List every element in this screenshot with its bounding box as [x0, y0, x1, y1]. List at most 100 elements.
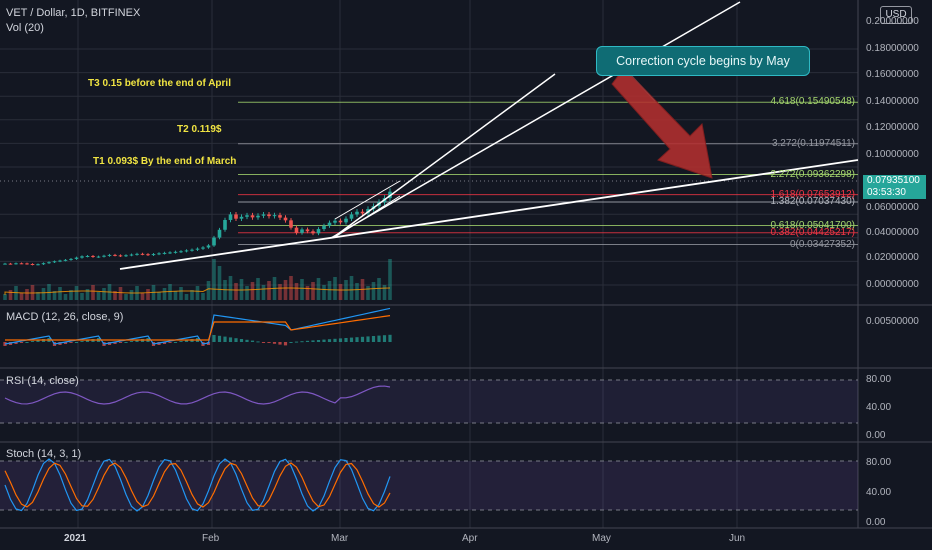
macd-histogram-bar	[349, 337, 354, 342]
candle-body	[294, 227, 299, 233]
candle-body	[63, 259, 68, 261]
rsi-tick: 40.00	[866, 402, 892, 413]
candle-body	[168, 252, 172, 254]
candle-body	[69, 258, 73, 260]
volume-bar	[333, 277, 337, 300]
candle-body	[58, 260, 62, 262]
macd-histogram-bar	[377, 335, 381, 342]
volume-ma	[4, 287, 391, 295]
fib-label: 1.382(0.07037430)	[770, 195, 855, 207]
volume-bar	[201, 293, 205, 300]
candle-body	[223, 219, 227, 230]
volume-bar	[91, 285, 95, 300]
volume-bar	[162, 288, 167, 300]
support-trendline	[119, 159, 859, 270]
stoch-tick: 40.00	[866, 487, 892, 498]
volume-bar	[102, 288, 106, 300]
rsi-pane	[0, 379, 858, 424]
macd-histogram-bar	[355, 337, 359, 342]
candle-body	[344, 218, 348, 223]
volume-bar	[190, 290, 194, 300]
candle-body	[146, 254, 150, 256]
candle-body	[311, 231, 315, 234]
candle-body	[36, 264, 40, 266]
macd-histogram-bar	[388, 334, 392, 342]
candle-body	[19, 263, 24, 265]
stoch-band	[0, 461, 858, 510]
candle-body	[151, 254, 156, 256]
macd-histogram-bar	[360, 336, 365, 342]
volume-bar	[19, 293, 24, 300]
volume-bar	[184, 294, 189, 300]
fib-label: 1.618(0.07653912)	[770, 188, 855, 200]
macd-histogram-bar	[333, 338, 337, 342]
macd-histogram-bar	[228, 337, 233, 342]
signal-line	[5, 315, 391, 341]
candle-body	[113, 254, 117, 256]
macd-histogram-bar	[267, 342, 271, 343]
time-tick: Apr	[462, 533, 478, 544]
macd-histogram-bar	[366, 336, 370, 342]
macd-pane	[3, 307, 392, 346]
macd-histogram-bar	[278, 342, 282, 345]
volume-bar	[355, 283, 359, 300]
macd-histogram-bar	[36, 340, 40, 342]
candle-body	[245, 215, 249, 217]
price-tick: 0.06000000	[866, 202, 919, 213]
candle-body	[74, 257, 79, 259]
volume-bar	[140, 293, 145, 300]
price-tick: 0.02000000	[866, 252, 919, 263]
correction-arrow	[611, 67, 713, 179]
candle-body	[173, 251, 178, 253]
candle-body	[256, 215, 260, 218]
candle-body	[30, 263, 35, 265]
volume-bar	[168, 284, 172, 300]
macd-histogram-bar	[162, 342, 167, 344]
time-tick: 2021	[64, 533, 87, 544]
candle-body	[283, 217, 288, 221]
fib-label: 4.618(0.15490548)	[770, 96, 855, 108]
volume-bar	[267, 281, 271, 300]
candle-body	[162, 252, 167, 254]
currency-button[interactable]: USD	[880, 6, 912, 24]
volume-bar	[349, 276, 354, 300]
macd-histogram-bar	[124, 342, 128, 343]
macd-histogram-bar	[118, 342, 123, 343]
volume-bar	[80, 293, 84, 300]
volume-bar	[118, 287, 123, 300]
macd-histogram-bar	[300, 341, 304, 343]
price-tick: 0.04000000	[866, 227, 919, 238]
price-tick: 0.00000000	[866, 279, 919, 290]
candle-body	[305, 229, 310, 232]
macd-histogram-bar	[173, 342, 178, 343]
arrow-shape	[611, 67, 713, 179]
time-tick: Mar	[331, 533, 349, 544]
candle-body	[349, 214, 354, 219]
volume-bar	[25, 289, 29, 300]
candle-body	[118, 255, 123, 257]
macd-histogram-bar	[223, 336, 227, 342]
candle-body	[124, 255, 128, 257]
macd-histogram-bar	[344, 338, 348, 342]
candle-body	[355, 211, 359, 215]
macd-histogram-bar	[256, 341, 260, 343]
volume-bar	[58, 287, 62, 300]
macd-histogram-bar	[239, 339, 244, 342]
macd-histogram-bar	[327, 339, 332, 342]
rsi-band	[0, 380, 858, 423]
macd-histogram-bar	[184, 340, 189, 342]
macd-histogram-bar	[371, 336, 376, 342]
macd-label: MACD (12, 26, close, 9)	[6, 311, 124, 323]
volume-bar	[278, 284, 282, 300]
candle-body	[41, 263, 46, 265]
candle-body	[179, 251, 183, 253]
macd-histogram-bar	[179, 341, 183, 342]
candle-body	[300, 229, 304, 233]
macd-histogram-bar	[338, 338, 343, 342]
candle-body	[217, 229, 222, 238]
macd-histogram-bar	[135, 340, 139, 342]
fibonacci-levels	[238, 101, 858, 246]
volume-bar	[3, 294, 7, 300]
volume-bar	[85, 289, 90, 300]
